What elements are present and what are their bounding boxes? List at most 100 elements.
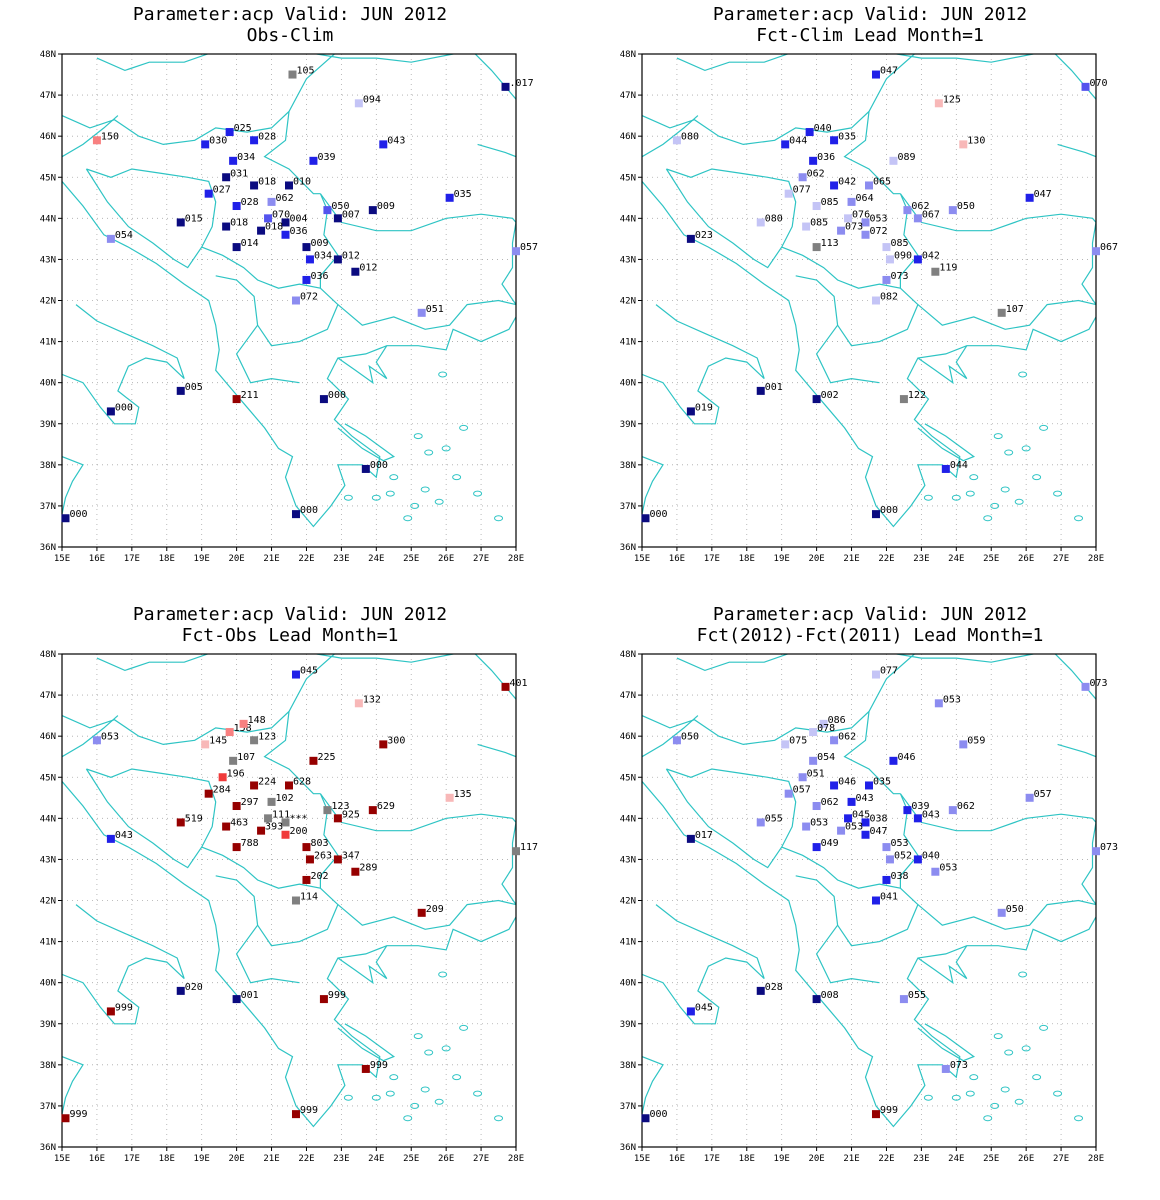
coastline bbox=[642, 115, 699, 158]
coastline bbox=[642, 654, 915, 746]
station-value-label: 263 bbox=[314, 850, 332, 861]
y-tick-label: 48N bbox=[620, 50, 636, 60]
station-marker bbox=[354, 699, 363, 708]
station-value-label: 042 bbox=[838, 176, 856, 187]
station-marker bbox=[501, 682, 510, 691]
gridlines bbox=[642, 54, 1096, 547]
station-value-label: 082 bbox=[880, 292, 898, 303]
station-value-label: 028 bbox=[258, 131, 276, 142]
island bbox=[1039, 424, 1049, 431]
island bbox=[923, 1094, 933, 1101]
coastline bbox=[235, 324, 300, 384]
station-value-label: 209 bbox=[426, 904, 444, 915]
station-value-label: 043 bbox=[387, 135, 405, 146]
x-tick-label: 28E bbox=[508, 1154, 524, 1164]
station-marker bbox=[319, 995, 328, 1004]
coastline bbox=[642, 54, 915, 146]
station-marker bbox=[941, 464, 950, 473]
station-value-label: 059 bbox=[967, 735, 985, 746]
station-value-label: 036 bbox=[817, 152, 835, 163]
station-value-label: 225 bbox=[317, 752, 335, 763]
coastline bbox=[917, 423, 976, 462]
station-value-label: 117 bbox=[520, 842, 538, 853]
panel-subtitle: Obs-Clim bbox=[246, 25, 334, 46]
y-tick-label: 38N bbox=[40, 1061, 56, 1071]
station-value-label: 347 bbox=[342, 850, 360, 861]
y-tick-label: 44N bbox=[620, 814, 636, 824]
station-value-label: 297 bbox=[241, 797, 259, 808]
station-value-label: 999 bbox=[300, 1105, 318, 1116]
coastline bbox=[96, 54, 499, 72]
x-tick-label: 16E bbox=[669, 1154, 685, 1164]
island bbox=[1021, 445, 1031, 452]
station-marker bbox=[1025, 193, 1034, 202]
station-marker bbox=[319, 395, 328, 404]
station-marker bbox=[885, 855, 894, 864]
station-marker bbox=[323, 206, 332, 215]
station-marker bbox=[756, 818, 765, 827]
coastline bbox=[62, 304, 185, 425]
station-value-label: 050 bbox=[681, 731, 699, 742]
island bbox=[434, 1098, 444, 1105]
station-marker bbox=[672, 136, 681, 145]
station-value-label: 040 bbox=[922, 850, 940, 861]
x-tick-label: 21E bbox=[843, 554, 859, 564]
station-marker bbox=[686, 407, 695, 416]
coastline bbox=[1057, 743, 1096, 758]
island bbox=[1032, 474, 1042, 481]
station-value-label: 014 bbox=[241, 238, 259, 249]
station-value-label: 628 bbox=[293, 776, 311, 787]
station-value-label: 000 bbox=[328, 390, 346, 401]
station-marker bbox=[899, 995, 908, 1004]
island bbox=[371, 1094, 381, 1101]
station-marker bbox=[302, 275, 311, 284]
map-panel-fct-obs: Parameter:acp Valid: JUN 2012 Fct-Obs Le… bbox=[0, 600, 580, 1200]
station-value-label: 062 bbox=[821, 797, 839, 808]
station-value-label: 028 bbox=[765, 982, 783, 993]
x-tick-label: 17E bbox=[124, 1154, 140, 1164]
station-value-label: 004 bbox=[290, 213, 308, 224]
island bbox=[965, 1090, 975, 1097]
station-value-label: 224 bbox=[258, 776, 276, 787]
station-value-label: 077 bbox=[793, 185, 811, 196]
station-marker bbox=[865, 781, 873, 790]
station-value-label: 054 bbox=[817, 752, 835, 763]
panel-title: Parameter:acp Valid: JUN 2012 bbox=[712, 604, 1028, 625]
x-tick-label: 18E bbox=[159, 554, 175, 564]
coastline bbox=[642, 304, 765, 425]
station-marker bbox=[333, 855, 342, 864]
station-value-label: 122 bbox=[908, 390, 926, 401]
station-marker bbox=[333, 214, 342, 223]
station-marker bbox=[861, 230, 870, 239]
station-marker bbox=[285, 781, 293, 790]
station-value-label: 012 bbox=[342, 250, 360, 261]
station-value-label: 054 bbox=[115, 230, 133, 241]
y-tick-label: 43N bbox=[40, 255, 56, 265]
island bbox=[1032, 1074, 1042, 1081]
station-marker bbox=[417, 308, 426, 317]
station-marker bbox=[798, 773, 807, 782]
coastline bbox=[85, 768, 217, 869]
station-value-label: 135 bbox=[454, 789, 472, 800]
station-value-label: 001 bbox=[241, 990, 259, 1001]
station-marker bbox=[106, 834, 115, 843]
station-value-label: 925 bbox=[342, 809, 360, 820]
station-value-label: 007 bbox=[342, 209, 360, 220]
coastline bbox=[642, 904, 765, 1025]
station-value-label: 009 bbox=[310, 238, 328, 249]
coastline bbox=[62, 54, 335, 146]
station-marker bbox=[281, 818, 290, 827]
station-value-label: *** bbox=[290, 813, 308, 824]
station-marker bbox=[756, 218, 765, 227]
station-value-label: 200 bbox=[290, 826, 308, 837]
station-value-label: 284 bbox=[213, 785, 231, 796]
station-value-label: 028 bbox=[241, 197, 259, 208]
station-value-label: 019 bbox=[695, 402, 713, 413]
station-value-label: 025 bbox=[234, 123, 252, 134]
station-marker bbox=[899, 395, 908, 404]
station-value-label: .017 bbox=[510, 78, 534, 89]
y-tick-label: 37N bbox=[620, 1102, 636, 1112]
coastline bbox=[337, 423, 396, 462]
station-marker bbox=[903, 206, 912, 215]
station-value-label: 062 bbox=[911, 201, 929, 212]
